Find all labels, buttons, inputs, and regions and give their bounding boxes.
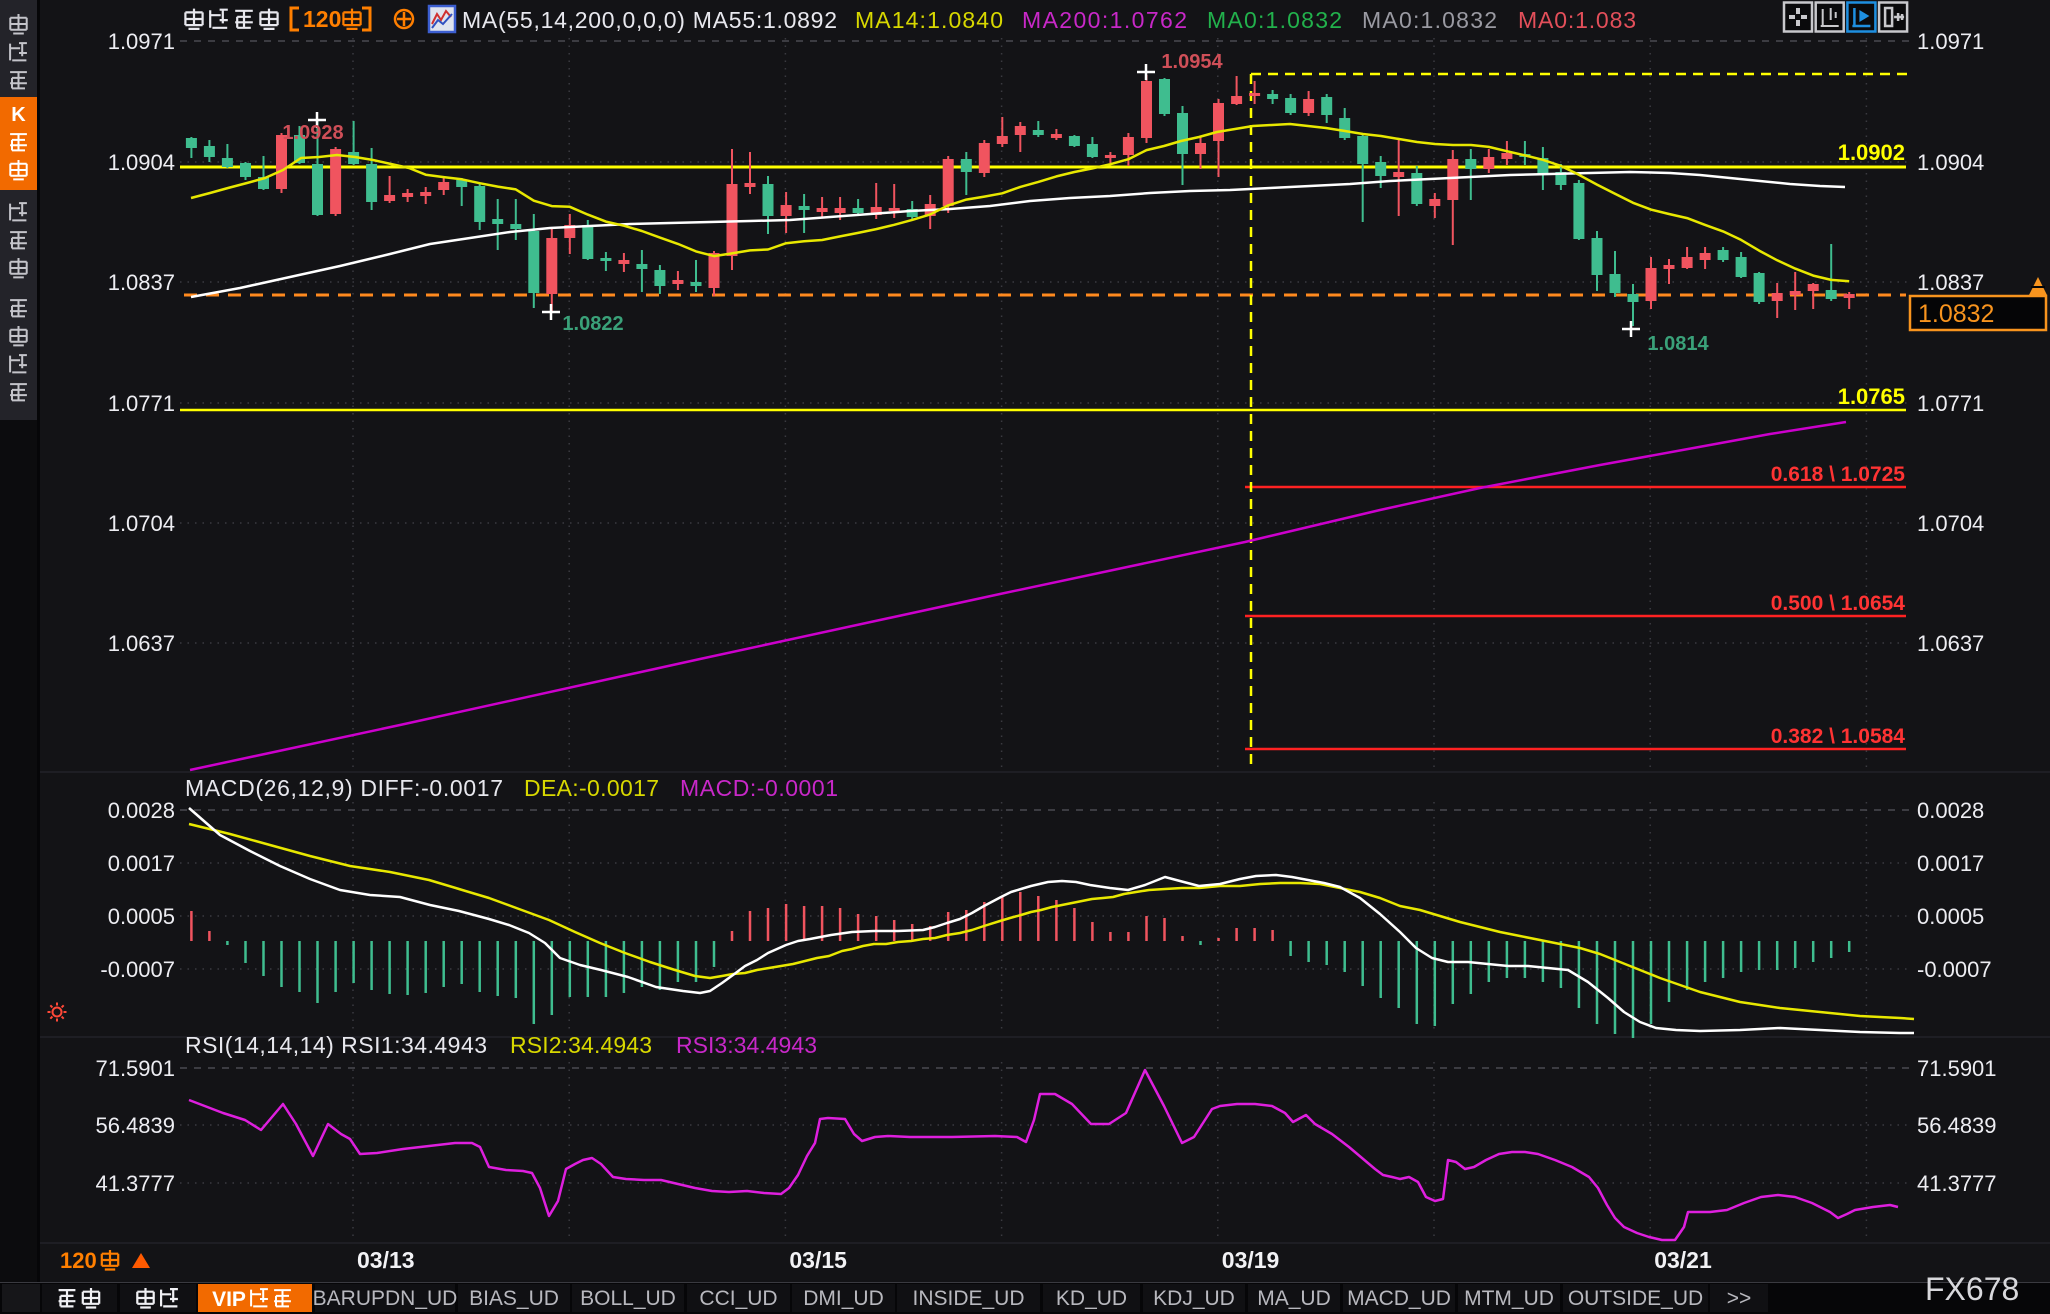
svg-text:0.382 \ 1.0584: 0.382 \ 1.0584 [1771,725,1906,748]
svg-text:41.3777: 41.3777 [95,1171,175,1196]
svg-text:BIAS_UD: BIAS_UD [469,1287,559,1310]
svg-text:INSIDE_UD: INSIDE_UD [912,1287,1024,1310]
svg-text:1.0971: 1.0971 [108,29,175,54]
svg-text:1.0814: 1.0814 [1647,333,1709,355]
svg-text:0.0005: 0.0005 [108,904,175,929]
svg-text:1.0637: 1.0637 [108,631,175,656]
svg-text:MACD:-0.0001: MACD:-0.0001 [680,775,838,801]
svg-text:MA_UD: MA_UD [1257,1287,1331,1310]
svg-text:1.0904: 1.0904 [1917,150,1984,175]
svg-text:>>: >> [1727,1287,1752,1310]
svg-text:1.0822: 1.0822 [562,313,623,335]
svg-text:VIP: VIP [212,1288,246,1311]
svg-text:1.0928: 1.0928 [282,122,343,144]
svg-text:03/21: 03/21 [1654,1247,1712,1273]
svg-text:MA200:1.0762: MA200:1.0762 [1022,7,1187,33]
svg-text:56.4839: 56.4839 [95,1113,175,1138]
svg-text:1.0771: 1.0771 [1917,391,1984,416]
svg-text:1.0902: 1.0902 [1838,140,1905,165]
svg-text:MACD(26,12,9) DIFF:-0.0017: MACD(26,12,9) DIFF:-0.0017 [185,775,503,801]
svg-text:FX678: FX678 [1925,1271,2019,1307]
svg-text:1.0704: 1.0704 [1917,511,1984,536]
svg-text:MA0:1.0832: MA0:1.0832 [1207,7,1342,33]
svg-text:41.3777: 41.3777 [1917,1171,1997,1196]
svg-text:1.0837: 1.0837 [108,270,175,295]
svg-text:03/13: 03/13 [357,1247,415,1273]
svg-text:03/19: 03/19 [1222,1247,1280,1273]
svg-text:1.0954: 1.0954 [1161,51,1223,73]
svg-text:1.0704: 1.0704 [108,511,175,536]
svg-text:KDJ_UD: KDJ_UD [1153,1287,1235,1310]
svg-text:1.0832: 1.0832 [1918,300,1994,328]
svg-text:K: K [11,104,26,126]
svg-text:MTM_UD: MTM_UD [1464,1287,1554,1310]
svg-text:0.618 \ 1.0725: 0.618 \ 1.0725 [1771,463,1906,486]
svg-text:KD_UD: KD_UD [1056,1287,1127,1310]
svg-text:BARUPDN_UD: BARUPDN_UD [313,1287,458,1310]
svg-text:RSI(14,14,14) RSI1:34.4943: RSI(14,14,14) RSI1:34.4943 [185,1032,487,1058]
svg-text:-0.0007: -0.0007 [1917,957,1992,982]
svg-text:MA(55,14,200,0,0,0) MA55:1.089: MA(55,14,200,0,0,0) MA55:1.0892 [462,7,837,33]
svg-text:0.0017: 0.0017 [108,851,175,876]
svg-text:03/15: 03/15 [789,1247,847,1273]
svg-text:OUTSIDE_UD: OUTSIDE_UD [1568,1287,1703,1310]
svg-text:RSI3:34.4943: RSI3:34.4943 [676,1032,817,1058]
svg-text:BOLL_UD: BOLL_UD [580,1287,676,1310]
svg-text:MACD_UD: MACD_UD [1347,1287,1451,1310]
svg-text:MA0:1.083: MA0:1.083 [1518,7,1636,33]
svg-text:1.0765: 1.0765 [1838,384,1905,409]
svg-text:DEA:-0.0017: DEA:-0.0017 [524,775,659,801]
svg-text:71.5901: 71.5901 [95,1056,175,1081]
svg-text:1.0771: 1.0771 [108,391,175,416]
svg-text:1.0971: 1.0971 [1917,29,1984,54]
svg-text:RSI2:34.4943: RSI2:34.4943 [510,1032,652,1058]
svg-text:56.4839: 56.4839 [1917,1113,1997,1138]
svg-text:0.0028: 0.0028 [1917,798,1984,823]
svg-text:0.0005: 0.0005 [1917,904,1984,929]
svg-text:MA14:1.0840: MA14:1.0840 [855,7,1003,33]
svg-text:CCI_UD: CCI_UD [699,1287,777,1310]
svg-text:0.500 \ 1.0654: 0.500 \ 1.0654 [1771,592,1906,615]
svg-text:1.0837: 1.0837 [1917,270,1984,295]
svg-text:0.0028: 0.0028 [108,798,175,823]
svg-text:120: 120 [60,1248,97,1273]
svg-text:1.0904: 1.0904 [108,150,175,175]
svg-text:120: 120 [303,6,341,32]
svg-text:1.0637: 1.0637 [1917,631,1984,656]
svg-text:0.0017: 0.0017 [1917,851,1984,876]
svg-text:71.5901: 71.5901 [1917,1056,1997,1081]
svg-text:DMI_UD: DMI_UD [803,1287,884,1310]
svg-text:MA0:1.0832: MA0:1.0832 [1362,7,1497,33]
svg-text:-0.0007: -0.0007 [100,957,175,982]
